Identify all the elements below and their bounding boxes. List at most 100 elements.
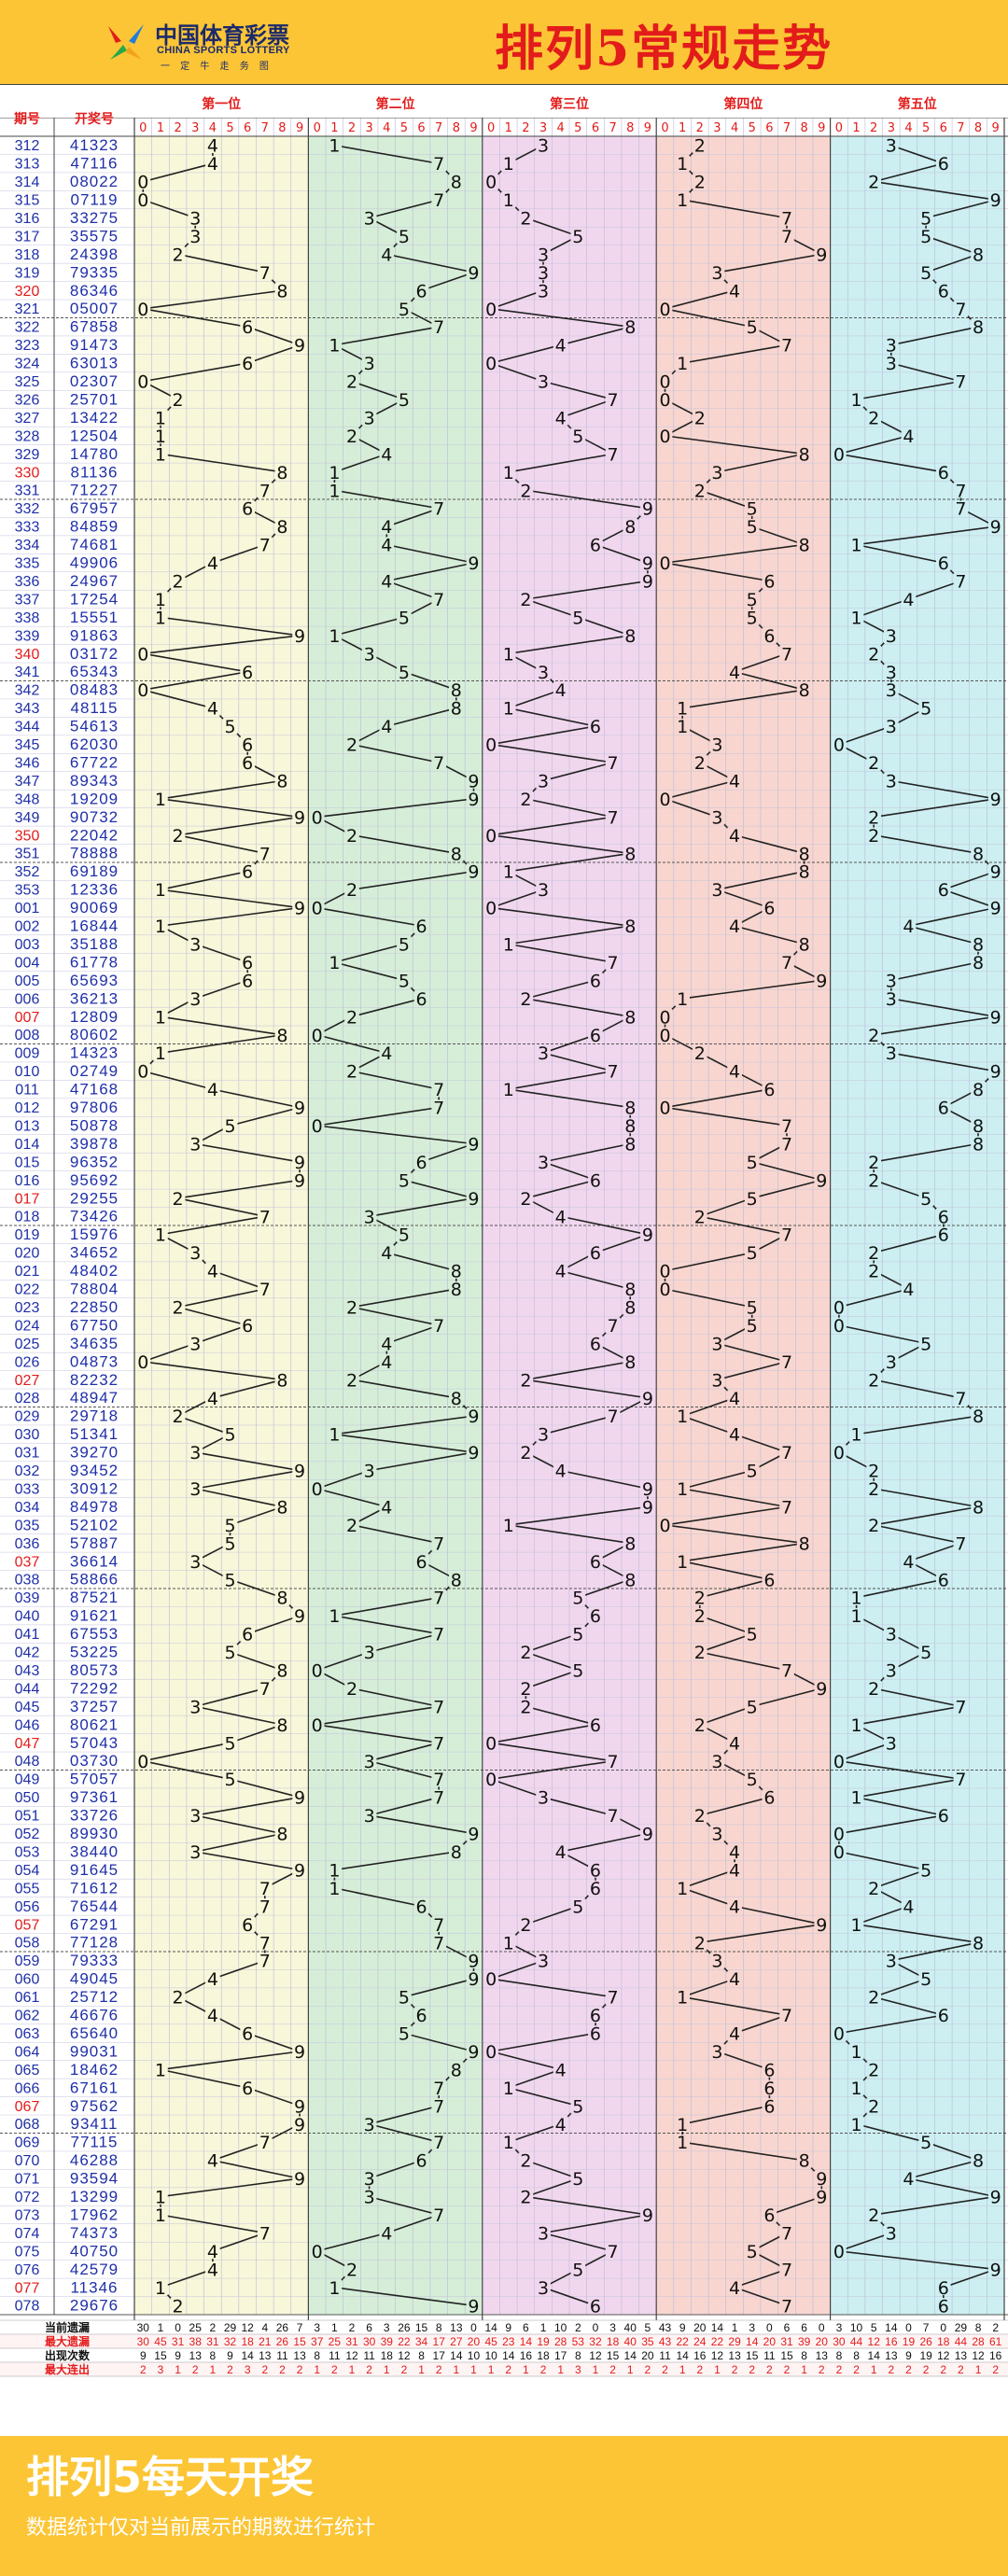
digit-mark-bg [884, 337, 899, 353]
stat-value: 2 [279, 2363, 286, 2376]
digit-mark: 1 [677, 1407, 688, 1427]
digit-mark: 1 [851, 1589, 862, 1609]
digit-mark: 9 [468, 2042, 479, 2063]
digit-mark: 8 [624, 1007, 636, 1028]
draw-number: 71612 [70, 1879, 119, 1897]
digit-mark: 2 [346, 1516, 357, 1536]
digit-mark: 3 [711, 2042, 722, 2063]
digit-mark: 0 [833, 444, 845, 465]
draw-number: 14323 [70, 1044, 119, 1062]
digit-mark: 7 [608, 953, 619, 973]
digit-mark: 7 [608, 1806, 619, 1827]
digit-mark: 1 [155, 2205, 166, 2226]
digit-mark-bg [397, 664, 412, 679]
digit-mark-bg [918, 1970, 933, 1987]
position-header: 第五位 [898, 96, 937, 112]
stat-value: 9 [140, 2349, 147, 2362]
digit-mark-bg [257, 1281, 273, 1297]
digit-mark: 0 [833, 1443, 845, 1463]
digit-mark-bg [918, 1190, 933, 1207]
digit-mark: 7 [781, 1352, 792, 1373]
stat-value: 3 [158, 2363, 164, 2376]
digit-mark-bg [292, 1463, 307, 1478]
digit-mark: 9 [642, 499, 653, 520]
digit-mark-bg [292, 1862, 307, 1878]
digit-mark-bg [449, 1843, 464, 1860]
digit-mark: 3 [886, 717, 897, 737]
digit-mark-bg [971, 1935, 986, 1951]
digit-mark: 6 [763, 2096, 775, 2117]
issue-number: 048 [15, 1754, 40, 1770]
digit-mark: 8 [973, 1933, 984, 1953]
digit-mark: 2 [694, 1643, 706, 1663]
stat-value: 20 [763, 2335, 777, 2348]
digit-mark: 7 [781, 336, 792, 357]
digit-mark: 0 [137, 644, 148, 665]
digit-mark-bg [170, 246, 186, 262]
digit-mark-bg [413, 990, 429, 1007]
digit-mark: 6 [938, 154, 949, 175]
digit-mark: 5 [572, 2169, 583, 2190]
digit-mark: 7 [955, 372, 966, 393]
digit-mark-bg [274, 1372, 290, 1388]
draw-number: 11346 [70, 2278, 118, 2296]
digit-mark: 1 [155, 880, 166, 901]
digit-mark-bg [901, 427, 917, 444]
digit-mark-bg [744, 609, 760, 625]
stat-value: 8 [853, 2349, 860, 2362]
digit-mark: 4 [381, 1243, 392, 1264]
digit-mark-bg [153, 917, 168, 934]
digit-mark: 8 [973, 1134, 984, 1155]
issue-number: 065 [15, 2063, 40, 2079]
digit-mark-bg [153, 1226, 168, 1242]
stat-value: 61 [989, 2335, 1002, 2348]
stat-value: 9 [679, 2321, 686, 2334]
draw-number: 05007 [70, 300, 119, 317]
digit-mark-bg [344, 373, 359, 389]
digit-mark-bg [814, 1680, 830, 1697]
digit-mark-bg [274, 1027, 290, 1043]
digit-mark: 1 [155, 590, 166, 610]
digit-mark-bg [344, 1009, 359, 1025]
stat-value: 10 [484, 2349, 497, 2362]
digit-mark: 1 [851, 1425, 862, 1446]
stat-value: 4 [261, 2321, 268, 2334]
draw-number: 19209 [70, 790, 119, 807]
digit-mark: 2 [868, 1479, 879, 1500]
stat-value: 2 [609, 2363, 616, 2376]
digit-mark-bg [205, 2007, 220, 2023]
digit-mark-bg [292, 627, 307, 644]
digit-mark: 5 [399, 1170, 410, 1191]
digit-mark: 8 [624, 1352, 636, 1373]
issue-number: 002 [15, 919, 40, 935]
digit-mark-bg [188, 1444, 203, 1461]
digit-mark-bg [449, 2062, 464, 2078]
stat-value: 26 [398, 2321, 411, 2334]
digit-mark-bg [935, 554, 951, 571]
stat-value: 3 [575, 2363, 581, 2376]
digit-mark: 0 [485, 1733, 497, 1754]
digit-mark-bg [709, 881, 725, 898]
digit-mark: 9 [642, 2205, 653, 2226]
digit-mark: 2 [520, 2188, 531, 2208]
digit-mark: 9 [642, 1825, 653, 1845]
digit-mark: 8 [451, 680, 462, 701]
digit-mark: 2 [694, 1207, 706, 1227]
digit-mark-bg [397, 228, 412, 245]
digit-header: 1 [157, 121, 164, 135]
stat-value: 11 [363, 2349, 375, 2362]
digit-mark: 6 [590, 1026, 601, 1046]
digit-mark-bg [935, 1099, 951, 1115]
digit-mark: 4 [729, 2024, 740, 2045]
digit-mark-bg [588, 973, 603, 988]
digit-header: 7 [609, 121, 616, 135]
digit-mark-bg [466, 1826, 482, 1841]
draw-number: 97361 [70, 1788, 119, 1806]
digit-mark-bg [796, 936, 812, 952]
digit-header: 3 [191, 121, 199, 135]
digit-mark-bg [570, 609, 586, 625]
digit-mark-bg [483, 174, 498, 189]
stat-value: 1 [175, 2363, 181, 2376]
digit-mark: 0 [312, 1479, 323, 1500]
digit-mark-bg [379, 1353, 395, 1370]
